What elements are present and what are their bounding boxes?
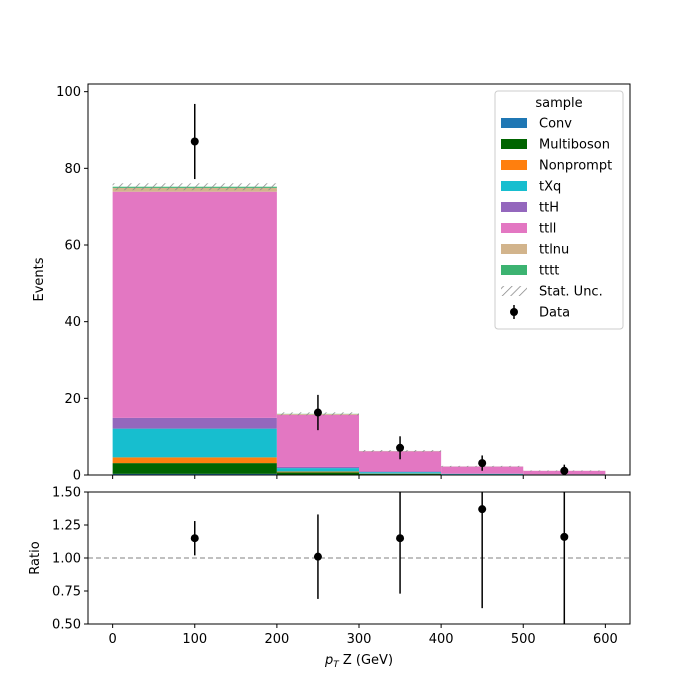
stat-unc-band-0 xyxy=(112,183,277,191)
xtick-label-5: 500 xyxy=(511,632,536,647)
legend-label-txq: tXq xyxy=(539,180,561,195)
bar-tth-1 xyxy=(276,466,359,469)
ratio-point-3 xyxy=(478,505,487,514)
legend-label-tttt: tttt xyxy=(539,264,559,279)
bar-txq-3 xyxy=(441,473,524,475)
main-ytick-label-2: 40 xyxy=(64,315,81,330)
legend-swatch-stat-unc- xyxy=(501,286,527,296)
bar-conv-0 xyxy=(112,473,277,475)
bar-txq-1 xyxy=(276,468,359,472)
main-plot-area: 0 20 40 60 80 100 Events xyxy=(32,83,631,484)
bar-nonprompt-1 xyxy=(276,471,359,473)
main-y-axis-label: Events xyxy=(32,257,47,301)
legend-label-tth: ttH xyxy=(539,201,559,216)
data-point-2 xyxy=(396,443,405,452)
ratio-point-0 xyxy=(190,534,199,543)
legend-marker-data xyxy=(510,308,518,316)
ratio-ytick-label-2: 1.00 xyxy=(52,552,81,567)
x-axis-label: pT Z (GeV) xyxy=(324,653,393,670)
ratio-plot-area: 0.50 0.75 1.00 1.25 1.50 0 100 200 300 400 500 600… xyxy=(28,486,631,647)
bar-multiboson-2 xyxy=(359,474,442,475)
main-ytick-label-0: 0 xyxy=(73,469,81,484)
xtick-label-6: 600 xyxy=(593,632,618,647)
legend-label-data: Data xyxy=(539,306,570,321)
legend-swatch-ttll xyxy=(501,223,527,233)
xtick-label-2: 200 xyxy=(264,632,289,647)
ratio-point-1 xyxy=(313,552,322,561)
ratio-point-2 xyxy=(396,534,405,543)
ratio-point-4 xyxy=(560,532,569,541)
legend-swatch-tth xyxy=(501,202,527,212)
legend-swatch-conv xyxy=(501,118,527,128)
ratio-ytick-label-3: 1.25 xyxy=(52,519,81,534)
ratio-ytick-label-4: 1.50 xyxy=(52,486,81,501)
main-ytick-label-4: 80 xyxy=(64,162,81,177)
main-ytick-label-5: 100 xyxy=(56,85,81,100)
legend-swatch-nonprompt xyxy=(501,160,527,170)
data-point-1 xyxy=(313,408,322,417)
legend-label-ttlnu: ttlnu xyxy=(539,243,569,258)
main-ytick-label-1: 20 xyxy=(64,392,81,407)
legend-swatch-txq xyxy=(501,181,527,191)
legend-label-nonprompt: Nonprompt xyxy=(539,159,612,174)
bar-tth-0 xyxy=(112,417,277,429)
bar-ttll-0 xyxy=(112,191,277,418)
legend-swatch-tttt xyxy=(501,265,527,275)
xtick-label-4: 400 xyxy=(429,632,454,647)
bar-multiboson-1 xyxy=(276,472,359,475)
bar-nonprompt-0 xyxy=(112,457,277,464)
legend: sample Conv Multiboson Nonprompt tXq ttH ttll… xyxy=(494,90,624,330)
bar-txq-0 xyxy=(112,428,277,458)
data-point-3 xyxy=(478,459,487,468)
main-ytick-label-3: 60 xyxy=(64,239,81,254)
bar-txq-2 xyxy=(359,472,442,474)
legend-label-conv: Conv xyxy=(539,117,572,132)
xtick-label-3: 300 xyxy=(347,632,372,647)
bar-tth-2 xyxy=(359,471,442,473)
bar-multiboson-0 xyxy=(112,463,277,474)
ratio-ytick-label-0: 0.50 xyxy=(52,618,81,633)
data-point-0 xyxy=(190,137,199,146)
legend-label-stat-unc-: Stat. Unc. xyxy=(539,285,603,300)
legend-swatch-ttlnu xyxy=(501,244,527,254)
legend-label-multiboson: Multiboson xyxy=(539,138,610,153)
legend-label-ttll: ttll xyxy=(539,222,556,237)
legend-swatch-multiboson xyxy=(501,139,527,149)
bar-ttll-2 xyxy=(359,451,442,472)
legend-title: sample xyxy=(535,96,582,111)
xtick-label-0: 0 xyxy=(108,632,116,647)
ratio-y-axis-label: Ratio xyxy=(28,541,43,574)
xtick-label-1: 100 xyxy=(182,632,207,647)
data-point-4 xyxy=(560,466,569,475)
ratio-ytick-label-1: 0.75 xyxy=(52,585,81,600)
